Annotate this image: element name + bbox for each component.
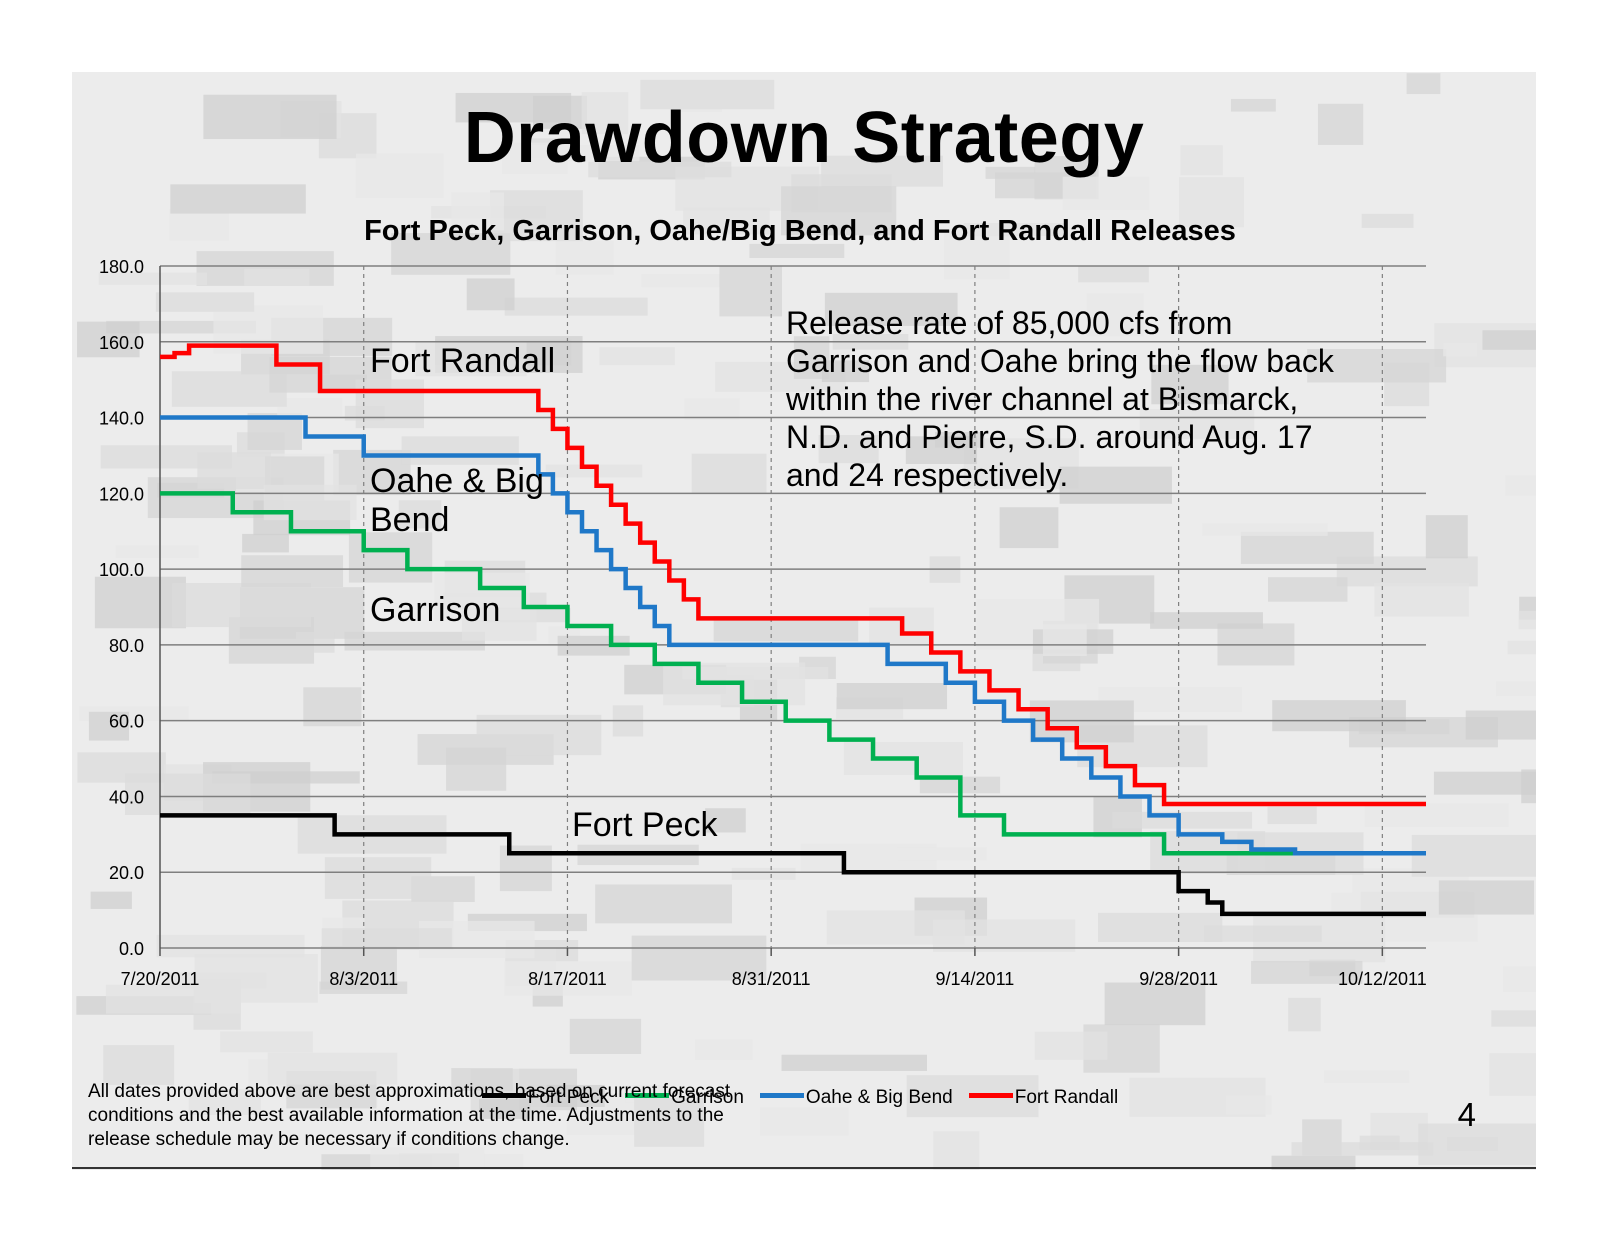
annotation-fort-randall: Fort Randall [370, 342, 556, 380]
series-line-oahe-big-bend [160, 415, 1426, 856]
annotation-oahe: Oahe & Big Bend [370, 462, 544, 539]
series-line-fort-peck [160, 813, 1426, 917]
x-tick-label: 8/31/2011 [732, 969, 811, 989]
y-tick-label: 140.0 [99, 409, 144, 429]
legend-item: Garrison [625, 1087, 744, 1109]
legend-label: Garrison [671, 1087, 744, 1108]
y-tick-label: 120.0 [99, 484, 144, 504]
y-tick-label: 160.0 [99, 333, 144, 353]
annotation-release-note: Release rate of 85,000 cfs from Garrison… [786, 305, 1334, 493]
x-tick-label: 9/14/2011 [936, 969, 1015, 989]
camouflage-background [76, 73, 1536, 1170]
page-number: 4 [1457, 1096, 1476, 1133]
y-tick-label: 0.0 [119, 939, 144, 959]
y-tick-label: 100.0 [99, 560, 144, 580]
bottom-rule [72, 1167, 1536, 1169]
slide: Drawdown Strategy Fort Peck, Garrison, O… [72, 72, 1536, 1170]
legend-label: Fort Randall [1014, 1087, 1119, 1108]
legend-swatch [759, 1093, 804, 1099]
annotation-fort-peck: Fort Peck [572, 806, 718, 844]
series-line-fort-randall [160, 343, 1426, 807]
legend-swatch [481, 1093, 526, 1099]
slide-title: Drawdown Strategy [463, 98, 1145, 178]
x-tick-label: 8/17/2011 [528, 969, 607, 989]
release-chart: 0.0 20.0 40.0 60.0 80.0 100.0 120.0 140.0 160.0 1… [99, 257, 1427, 989]
legend-item: Fort Peck [481, 1087, 610, 1109]
x-tick-label: 10/12/2011 [1338, 969, 1427, 989]
legend-item: Fort Randall [968, 1087, 1119, 1109]
chart-legend: Fort Peck Garrison Oahe & Big Bend Fort Ran… [72, 1087, 1528, 1109]
legend-swatch [625, 1093, 670, 1099]
legend-item: Oahe & Big Bend [759, 1087, 953, 1109]
legend-label: Fort Peck [527, 1087, 610, 1108]
legend-swatch [968, 1093, 1013, 1099]
annotation-garrison: Garrison [370, 591, 501, 629]
y-tick-label: 60.0 [109, 712, 144, 732]
series-line-garrison [160, 491, 1296, 856]
x-tick-label: 9/28/2011 [1139, 969, 1218, 989]
x-tick-label: 8/3/2011 [329, 969, 398, 989]
chart-title: Fort Peck, Garrison, Oahe/Big Bend, and … [364, 215, 1236, 247]
y-tick-label: 20.0 [109, 863, 144, 883]
y-tick-label: 80.0 [109, 636, 144, 656]
y-tick-label: 180.0 [99, 257, 144, 277]
legend-label: Oahe & Big Bend [805, 1087, 953, 1108]
footnote: All dates provided above are best approx… [88, 1081, 731, 1150]
y-tick-label: 40.0 [109, 787, 144, 807]
x-tick-label: 7/20/2011 [121, 969, 200, 989]
